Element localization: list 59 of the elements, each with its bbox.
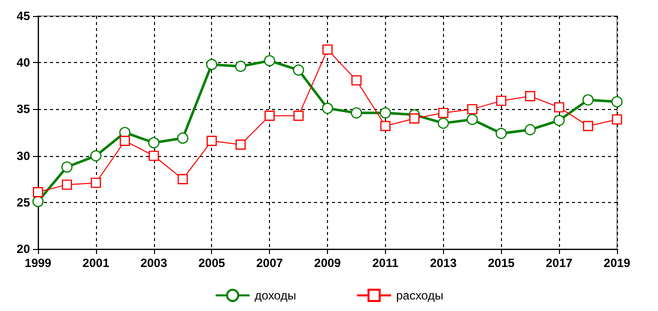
point (554, 102, 564, 112)
point (90, 178, 101, 188)
y-tick-label: 40 (16, 56, 30, 70)
point (438, 118, 449, 129)
x-tick-label: 2011 (372, 256, 399, 270)
x-tick-label: 2015 (488, 256, 515, 270)
point (178, 174, 188, 184)
point (120, 136, 130, 146)
point (90, 150, 102, 162)
point (611, 96, 623, 108)
point (206, 58, 218, 70)
point (582, 94, 594, 106)
point (612, 114, 622, 125)
point (177, 132, 188, 144)
point (236, 140, 246, 150)
point (235, 60, 246, 72)
point (32, 196, 44, 208)
point (322, 102, 334, 114)
point (409, 113, 420, 124)
x-tick-label: 2019 (604, 256, 631, 270)
point (292, 64, 304, 76)
point (148, 137, 160, 148)
point (350, 107, 362, 119)
x-tick-label: 2005 (198, 256, 226, 270)
x-tick-label: 2001 (82, 256, 110, 270)
point (351, 75, 362, 86)
y-tick-label: 30 (16, 148, 30, 163)
point (32, 187, 44, 198)
point (264, 110, 275, 121)
y-tick-label: 35 (16, 102, 30, 116)
point (380, 120, 390, 132)
x-tick-label: 2013 (430, 256, 457, 270)
legend-label: доходы (254, 288, 296, 302)
y-tick-label: 45 (16, 9, 30, 23)
point (62, 180, 72, 190)
point (466, 114, 478, 126)
x-tick-label: 1999 (24, 256, 52, 270)
point (264, 55, 276, 66)
point (524, 124, 536, 136)
x-tick-label: 2003 (140, 256, 168, 270)
y-tick-label: 25 (16, 195, 30, 210)
legend-label: расходы (396, 288, 444, 302)
point (525, 91, 536, 102)
point (438, 108, 448, 118)
point (380, 107, 391, 119)
point (582, 120, 594, 132)
point (467, 104, 478, 114)
point (554, 114, 565, 126)
x-tick-label: 2009 (314, 256, 342, 270)
point (293, 110, 304, 121)
x-tick-label: 2017 (546, 256, 573, 270)
y-tick-label: 20 (16, 242, 30, 256)
point (496, 96, 506, 106)
point (322, 44, 333, 55)
x-tick-label: 2007 (256, 256, 284, 270)
point (148, 150, 159, 161)
point (61, 161, 73, 173)
point (206, 136, 217, 146)
point (496, 128, 507, 140)
